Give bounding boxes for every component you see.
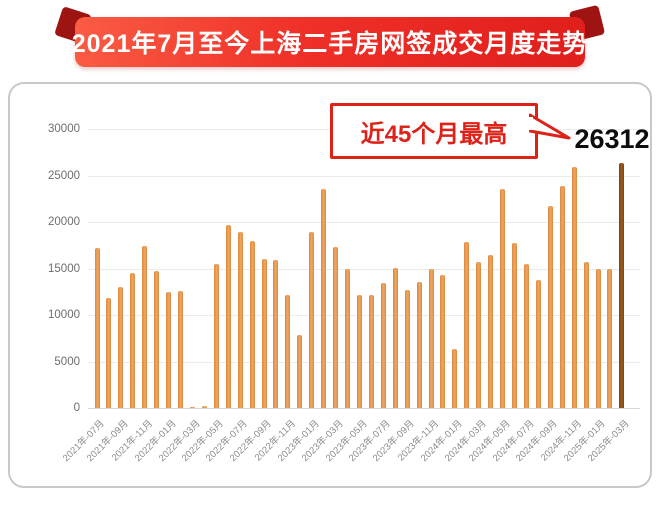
title-banner: 2021年7月至今上海二手房网签成交月度走势	[72, 17, 587, 67]
bar	[273, 260, 279, 408]
bar	[189, 406, 195, 408]
bar	[535, 279, 541, 408]
bar-chart: 0 5000 10000 15000 20000 25000 30000 2021年-07月 2…	[10, 84, 650, 486]
y-tick-label: 25000	[48, 169, 80, 182]
page-title: 2021年7月至今上海二手房网签成交月度走势	[71, 30, 589, 58]
bar	[309, 232, 315, 408]
bar	[404, 289, 410, 408]
bar	[452, 349, 458, 408]
y-tick-label: 30000	[48, 123, 80, 135]
y-tick-label: 20000	[48, 216, 80, 228]
y-tick-label: 10000	[48, 309, 80, 321]
annotation-text: 近45个月最高	[360, 120, 508, 148]
bar	[476, 261, 482, 408]
bar	[416, 282, 422, 408]
bar	[488, 254, 494, 408]
bar	[130, 273, 136, 408]
bar	[345, 268, 351, 408]
bar	[500, 189, 506, 408]
y-tick-label: 15000	[48, 262, 80, 275]
bar	[166, 291, 172, 408]
bar	[595, 268, 601, 408]
gridline	[88, 408, 640, 409]
bar	[261, 259, 267, 408]
bar	[464, 242, 470, 408]
bar	[583, 261, 589, 408]
bar	[440, 275, 446, 408]
gridline	[88, 361, 640, 363]
bar	[607, 269, 613, 408]
gridline	[88, 175, 640, 177]
chart-card: 0 5000 10000 15000 20000 25000 30000 2021年-07月 2…	[8, 82, 652, 488]
bar	[619, 163, 625, 408]
bar	[297, 334, 303, 408]
bar	[225, 224, 231, 408]
peak-value-label: 26312	[574, 124, 650, 154]
bar	[201, 405, 207, 408]
bar	[356, 294, 362, 408]
bar	[380, 283, 386, 408]
callout-pointer-icon	[529, 113, 571, 140]
y-tick-label: 5000	[54, 355, 80, 368]
bar	[333, 247, 339, 408]
bar	[571, 167, 577, 408]
bar	[523, 263, 529, 408]
bar	[94, 248, 100, 408]
y-tick-label: 0	[73, 402, 80, 414]
bar	[285, 294, 291, 408]
bar	[392, 267, 398, 408]
gridline	[88, 268, 640, 270]
bar	[106, 298, 112, 408]
bar	[154, 271, 160, 408]
gridline	[88, 315, 640, 316]
bar	[249, 240, 255, 408]
bar	[547, 206, 553, 408]
bar	[237, 232, 243, 408]
bar	[368, 295, 374, 408]
bar	[213, 263, 219, 408]
gridline	[88, 222, 640, 223]
bar	[142, 246, 148, 408]
bar	[321, 188, 327, 408]
annotation-callout: 近45个月最高	[330, 103, 538, 159]
bar	[178, 290, 183, 408]
bar	[512, 243, 518, 408]
bar	[559, 185, 565, 408]
bar	[118, 287, 124, 408]
bar	[428, 269, 434, 408]
